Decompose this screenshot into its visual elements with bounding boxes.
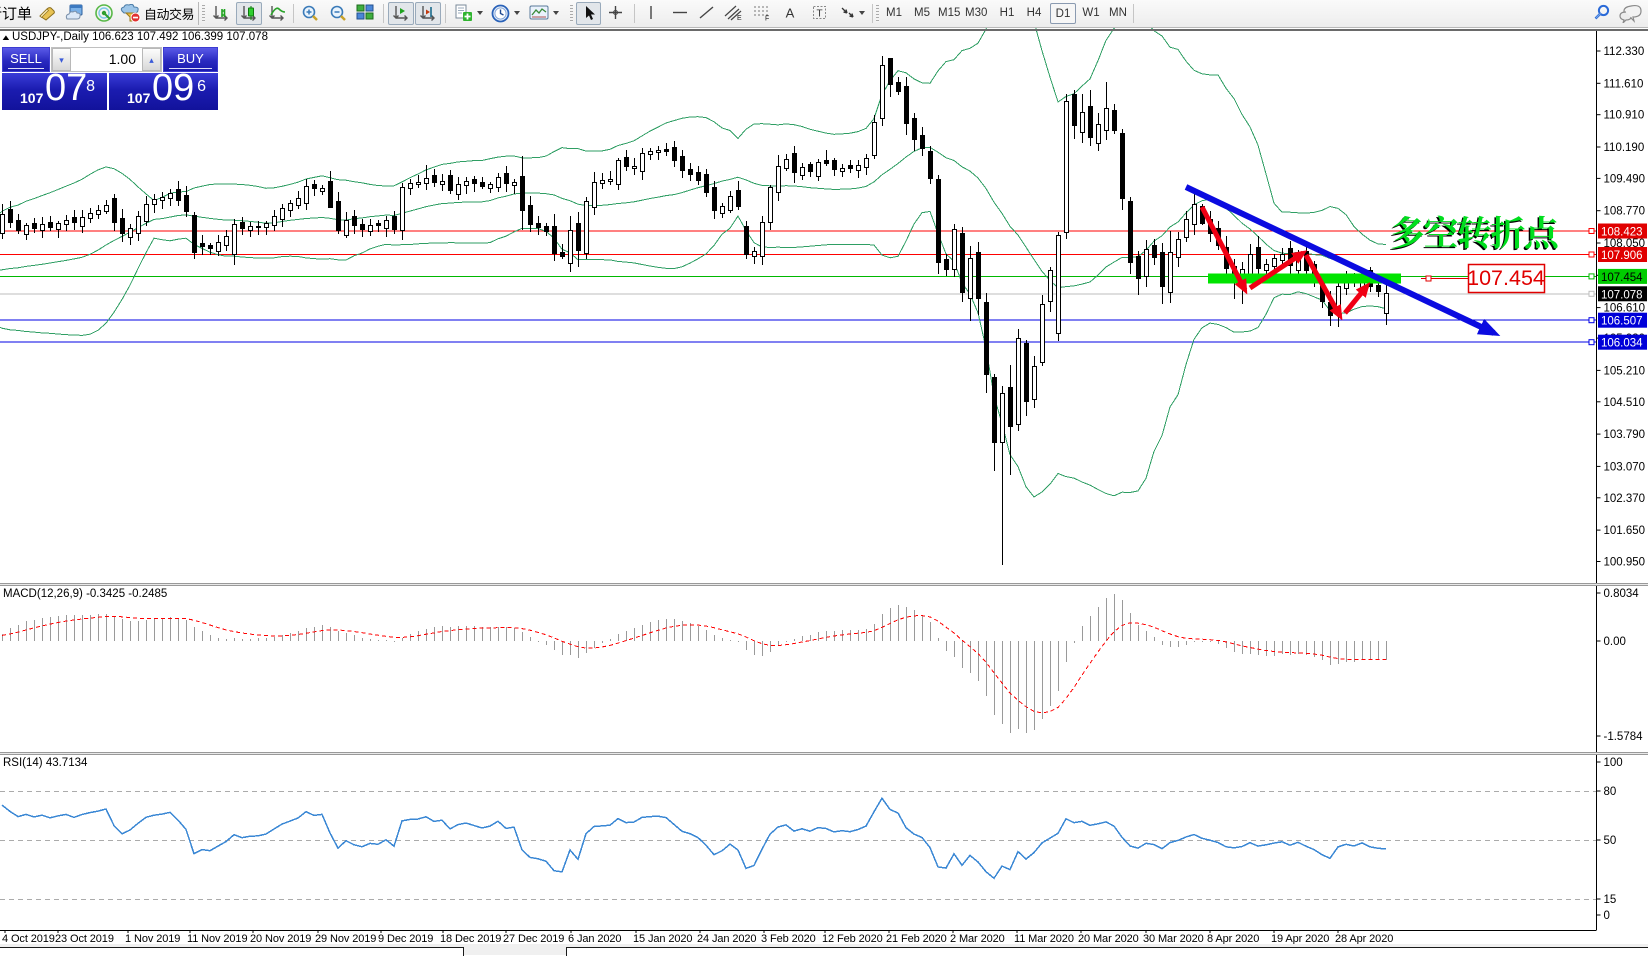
svg-text:11 Nov 2019: 11 Nov 2019: [187, 933, 247, 945]
svg-text:105.210: 105.210: [1604, 365, 1646, 377]
svg-text:2 Mar 2020: 2 Mar 2020: [950, 933, 1005, 945]
svg-text:30 Mar 2020: 30 Mar 2020: [1143, 933, 1204, 945]
svg-text:107.454: 107.454: [1467, 266, 1545, 290]
svg-text:107.078: 107.078: [1601, 289, 1643, 301]
svg-text:109.490: 109.490: [1604, 173, 1646, 185]
svg-text:0: 0: [1604, 910, 1610, 922]
svg-text:28 Apr 2020: 28 Apr 2020: [1335, 933, 1393, 945]
svg-text:A: A: [786, 6, 795, 21]
svg-text:29 Nov 2019: 29 Nov 2019: [315, 933, 376, 945]
svg-text:20 Mar 2020: 20 Mar 2020: [1078, 933, 1139, 945]
svg-text:24 Jan 2020: 24 Jan 2020: [697, 933, 756, 945]
svg-text:107.906: 107.906: [1601, 250, 1643, 262]
svg-text:MACD(12,26,9) -0.3425 -0.2485: MACD(12,26,9) -0.3425 -0.2485: [3, 588, 167, 600]
svg-text:6 Jan 2020: 6 Jan 2020: [568, 933, 621, 945]
svg-text:-1.5784: -1.5784: [1604, 731, 1644, 743]
svg-text:T: T: [816, 9, 822, 20]
svg-text:19 Apr 2020: 19 Apr 2020: [1271, 933, 1329, 945]
svg-text:106.507: 106.507: [1601, 316, 1643, 328]
svg-text:4 Oct 2019: 4 Oct 2019: [2, 933, 55, 945]
svg-text:23 Oct 2019: 23 Oct 2019: [55, 933, 114, 945]
svg-text:100.950: 100.950: [1604, 557, 1646, 569]
svg-text:20 Nov 2019: 20 Nov 2019: [250, 933, 311, 945]
svg-text:112.330: 112.330: [1604, 46, 1645, 58]
svg-text:107.454: 107.454: [1601, 272, 1643, 284]
svg-text:11 Mar 2020: 11 Mar 2020: [1014, 933, 1074, 945]
svg-text:9 Dec 2019: 9 Dec 2019: [378, 933, 433, 945]
svg-text:104.510: 104.510: [1604, 397, 1646, 409]
svg-text:110.190: 110.190: [1604, 142, 1645, 154]
svg-text:18 Dec 2019: 18 Dec 2019: [440, 933, 501, 945]
svg-text:101.650: 101.650: [1604, 525, 1646, 537]
svg-text:8 Apr 2020: 8 Apr 2020: [1207, 933, 1259, 945]
svg-text:108.770: 108.770: [1604, 206, 1646, 218]
svg-text:3 Feb 2020: 3 Feb 2020: [761, 933, 816, 945]
svg-text:108.423: 108.423: [1601, 227, 1643, 239]
svg-text:111.610: 111.610: [1604, 78, 1644, 90]
svg-text:0.00: 0.00: [1604, 636, 1626, 648]
svg-text:15 Jan 2020: 15 Jan 2020: [633, 933, 692, 945]
svg-text:27 Dec 2019: 27 Dec 2019: [503, 933, 564, 945]
svg-text:15: 15: [1604, 894, 1617, 906]
svg-text:E: E: [737, 15, 742, 21]
svg-text:102.370: 102.370: [1604, 493, 1646, 505]
svg-text:110.910: 110.910: [1604, 110, 1645, 122]
svg-text:103.070: 103.070: [1604, 461, 1646, 473]
svg-text:F: F: [765, 16, 769, 22]
svg-text:106.034: 106.034: [1601, 338, 1643, 350]
svg-text:106.610: 106.610: [1604, 303, 1646, 315]
svg-text:21 Feb 2020: 21 Feb 2020: [886, 933, 947, 945]
svg-text:RSI(14) 43.7134: RSI(14) 43.7134: [3, 757, 88, 769]
svg-text:0.8034: 0.8034: [1604, 588, 1640, 600]
svg-text:50: 50: [1604, 835, 1617, 847]
svg-text:1 Nov 2019: 1 Nov 2019: [125, 933, 180, 945]
svg-text:12 Feb 2020: 12 Feb 2020: [822, 933, 883, 945]
svg-text:100: 100: [1604, 757, 1623, 769]
svg-text:103.790: 103.790: [1604, 429, 1646, 441]
svg-text:80: 80: [1604, 786, 1617, 798]
